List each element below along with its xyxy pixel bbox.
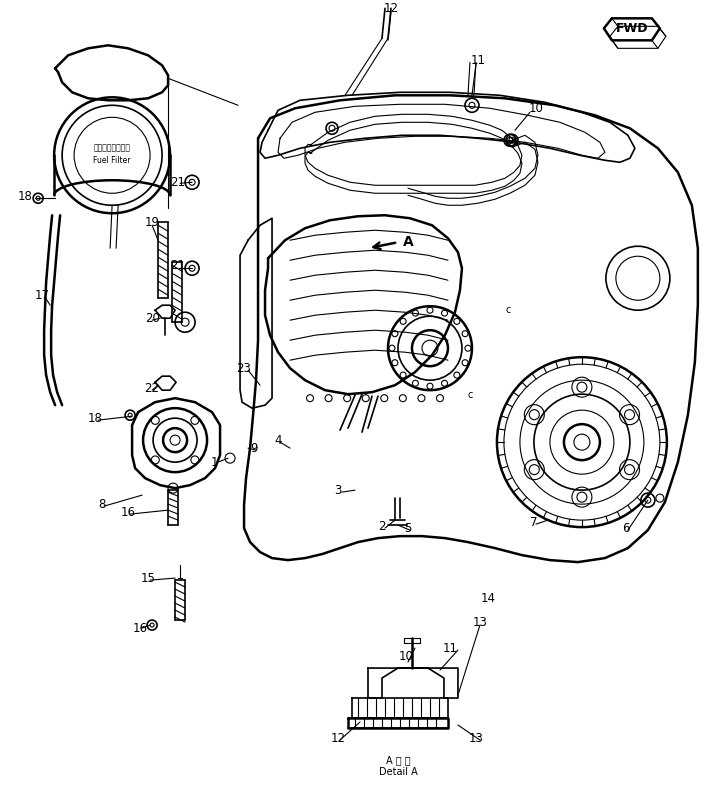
Text: 17: 17 bbox=[35, 289, 49, 302]
Text: 6: 6 bbox=[622, 522, 630, 535]
Text: 2: 2 bbox=[378, 519, 386, 532]
Text: Fuel Filter: Fuel Filter bbox=[93, 156, 131, 165]
Text: Detail A: Detail A bbox=[379, 767, 417, 777]
Text: 10: 10 bbox=[398, 650, 414, 663]
Text: 16: 16 bbox=[121, 506, 136, 519]
Text: 15: 15 bbox=[140, 572, 156, 585]
Text: 20: 20 bbox=[145, 311, 159, 324]
Text: 13: 13 bbox=[473, 616, 487, 629]
Text: 3: 3 bbox=[334, 484, 342, 497]
Text: c: c bbox=[505, 305, 510, 316]
Text: 16: 16 bbox=[132, 621, 148, 634]
Text: 7: 7 bbox=[530, 515, 538, 528]
Text: A: A bbox=[403, 235, 414, 249]
Text: 4: 4 bbox=[274, 434, 282, 447]
Text: 9: 9 bbox=[250, 442, 258, 455]
Text: c: c bbox=[467, 390, 473, 400]
Text: 23: 23 bbox=[236, 362, 252, 375]
Text: 18: 18 bbox=[88, 412, 103, 425]
Text: 22: 22 bbox=[145, 382, 160, 395]
Text: 11: 11 bbox=[443, 642, 457, 654]
Text: 13: 13 bbox=[468, 731, 483, 744]
Text: 11: 11 bbox=[470, 54, 486, 67]
Text: 12: 12 bbox=[383, 2, 398, 15]
Text: 1: 1 bbox=[210, 455, 218, 468]
Text: A 詳 細: A 詳 細 bbox=[385, 755, 410, 765]
Text: 8: 8 bbox=[98, 498, 106, 510]
Text: 5: 5 bbox=[404, 522, 411, 535]
Text: 10: 10 bbox=[529, 102, 543, 115]
Text: 14: 14 bbox=[481, 591, 495, 604]
Text: FWD: FWD bbox=[616, 22, 648, 35]
Text: 21: 21 bbox=[171, 259, 185, 272]
Text: 19: 19 bbox=[145, 216, 160, 229]
Text: 18: 18 bbox=[17, 190, 33, 203]
Text: 21: 21 bbox=[171, 176, 185, 188]
Text: フュエルフィルタ: フュエルフィルタ bbox=[94, 144, 131, 153]
Text: 12: 12 bbox=[331, 731, 345, 744]
